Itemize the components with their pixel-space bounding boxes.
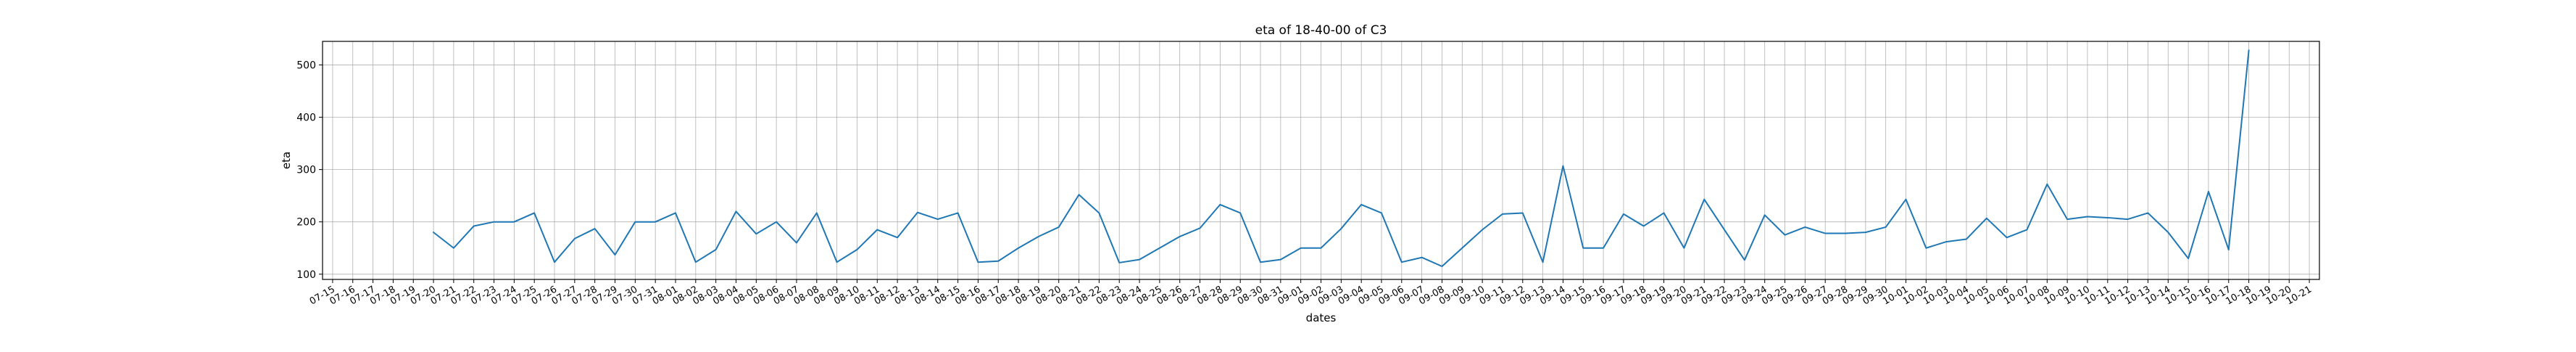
y-tick-label: 400 bbox=[296, 112, 316, 124]
series-line-0 bbox=[433, 165, 2230, 267]
y-tick-label: 500 bbox=[296, 60, 316, 71]
chart-title: eta of 18-40-00 of C3 bbox=[1255, 23, 1387, 38]
y-tick-label: 300 bbox=[296, 165, 316, 176]
y-axis-title: eta bbox=[280, 152, 293, 169]
x-axis-title: dates bbox=[1306, 311, 1337, 324]
y-tick-label: 100 bbox=[296, 269, 316, 281]
series-line-1 bbox=[2227, 49, 2250, 250]
y-tick-label: 200 bbox=[296, 217, 316, 229]
series-layer bbox=[433, 49, 2250, 267]
